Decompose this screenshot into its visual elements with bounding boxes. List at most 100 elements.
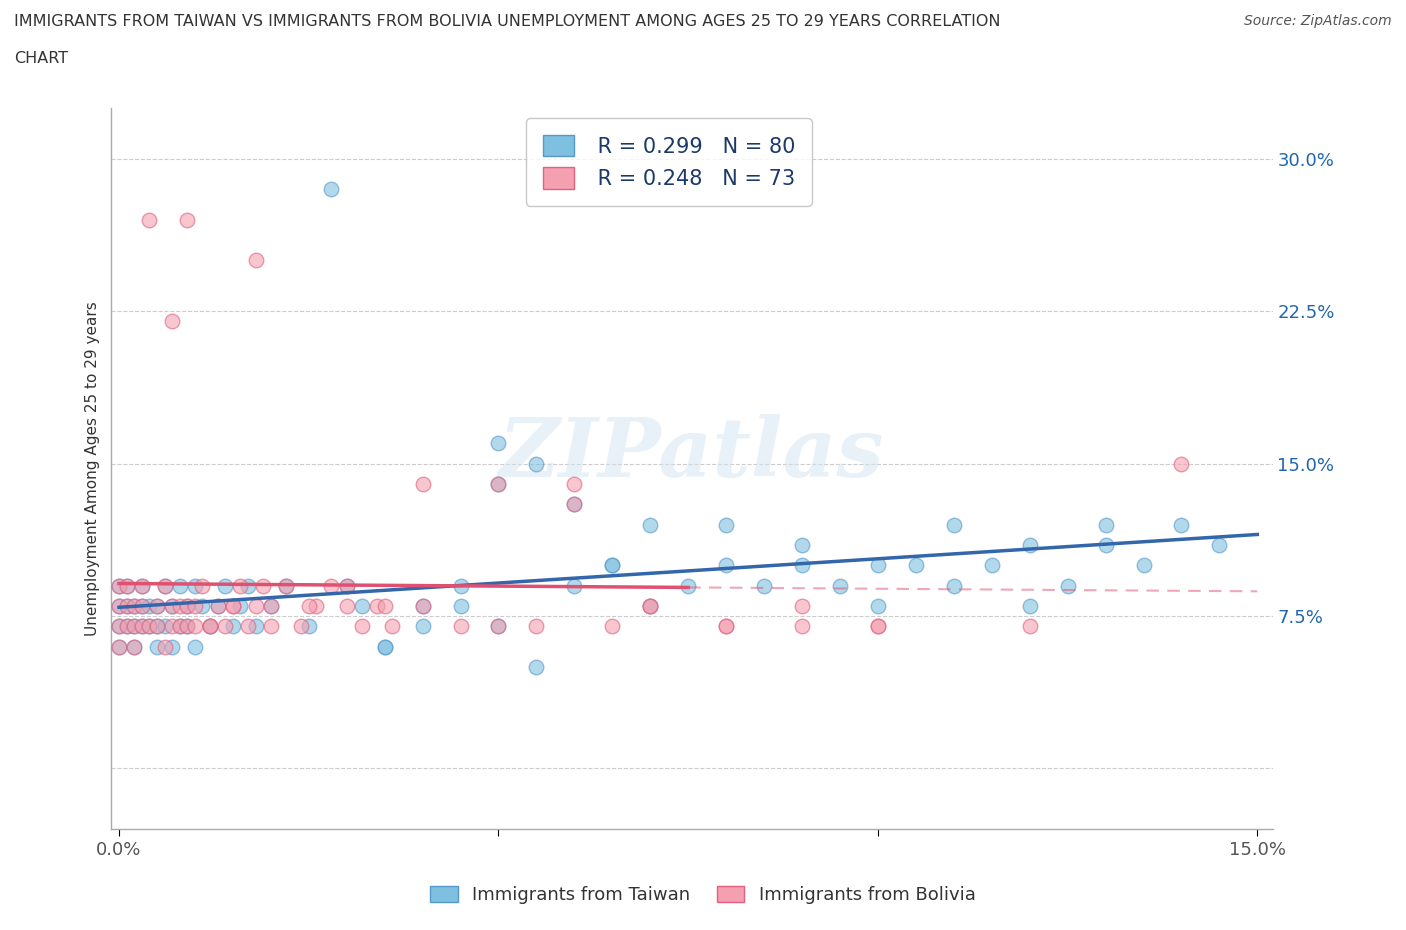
Text: Source: ZipAtlas.com: Source: ZipAtlas.com xyxy=(1244,14,1392,28)
Point xyxy=(169,598,191,613)
Point xyxy=(169,578,191,593)
Point xyxy=(828,578,851,593)
Point xyxy=(714,618,737,633)
Point xyxy=(412,598,434,613)
Point xyxy=(790,598,813,613)
Point xyxy=(298,618,321,633)
Point xyxy=(214,618,236,633)
Point xyxy=(176,212,198,227)
Point xyxy=(108,598,131,613)
Point xyxy=(176,618,198,633)
Point xyxy=(207,598,229,613)
Legend:  R = 0.299   N = 80,  R = 0.248   N = 73: R = 0.299 N = 80, R = 0.248 N = 73 xyxy=(526,118,811,206)
Point xyxy=(366,598,388,613)
Point xyxy=(198,618,221,633)
Point xyxy=(600,558,623,573)
Point xyxy=(184,618,207,633)
Point xyxy=(122,639,145,654)
Point xyxy=(115,618,138,633)
Point xyxy=(290,618,312,633)
Point xyxy=(146,598,169,613)
Point xyxy=(526,659,548,674)
Point xyxy=(176,598,198,613)
Point xyxy=(526,457,548,472)
Point xyxy=(412,476,434,491)
Point xyxy=(115,578,138,593)
Point xyxy=(153,618,176,633)
Point xyxy=(122,598,145,613)
Point xyxy=(260,598,283,613)
Point xyxy=(115,578,138,593)
Point xyxy=(108,639,131,654)
Point xyxy=(115,598,138,613)
Point xyxy=(153,578,176,593)
Point xyxy=(222,598,245,613)
Point xyxy=(321,578,343,593)
Point xyxy=(374,598,396,613)
Point xyxy=(236,618,259,633)
Point xyxy=(488,476,510,491)
Point xyxy=(450,598,472,613)
Point xyxy=(222,598,245,613)
Point xyxy=(146,598,169,613)
Point xyxy=(790,558,813,573)
Point xyxy=(184,639,207,654)
Point xyxy=(108,578,131,593)
Point xyxy=(169,618,191,633)
Point xyxy=(942,517,965,532)
Point xyxy=(229,578,252,593)
Point xyxy=(374,639,396,654)
Point xyxy=(321,182,343,197)
Point xyxy=(176,598,198,613)
Point xyxy=(336,578,359,593)
Point xyxy=(160,314,183,329)
Y-axis label: Unemployment Among Ages 25 to 29 years: Unemployment Among Ages 25 to 29 years xyxy=(86,301,100,636)
Point xyxy=(260,618,283,633)
Point xyxy=(336,598,359,613)
Point xyxy=(298,598,321,613)
Point xyxy=(191,578,214,593)
Point xyxy=(562,476,585,491)
Point xyxy=(138,598,160,613)
Point xyxy=(350,618,373,633)
Point xyxy=(131,618,153,633)
Point xyxy=(169,618,191,633)
Point xyxy=(350,598,373,613)
Point xyxy=(108,618,131,633)
Point xyxy=(198,618,221,633)
Point xyxy=(790,618,813,633)
Point xyxy=(1094,517,1116,532)
Point xyxy=(450,618,472,633)
Point xyxy=(904,558,927,573)
Point xyxy=(526,618,548,633)
Point xyxy=(866,598,889,613)
Point xyxy=(131,618,153,633)
Point xyxy=(160,639,183,654)
Point xyxy=(160,598,183,613)
Point xyxy=(488,476,510,491)
Point xyxy=(146,618,169,633)
Point xyxy=(108,618,131,633)
Point xyxy=(274,578,297,593)
Point xyxy=(222,618,245,633)
Point xyxy=(1018,538,1040,552)
Point xyxy=(638,598,661,613)
Point xyxy=(184,598,207,613)
Point xyxy=(562,497,585,512)
Point xyxy=(153,578,176,593)
Point xyxy=(638,517,661,532)
Point xyxy=(115,598,138,613)
Point xyxy=(600,558,623,573)
Point xyxy=(1018,618,1040,633)
Point xyxy=(146,618,169,633)
Point xyxy=(122,618,145,633)
Point xyxy=(714,618,737,633)
Point xyxy=(131,598,153,613)
Text: ZIPatlas: ZIPatlas xyxy=(499,414,884,494)
Point xyxy=(866,558,889,573)
Point xyxy=(229,598,252,613)
Point xyxy=(600,618,623,633)
Point xyxy=(714,558,737,573)
Point xyxy=(488,618,510,633)
Point xyxy=(790,538,813,552)
